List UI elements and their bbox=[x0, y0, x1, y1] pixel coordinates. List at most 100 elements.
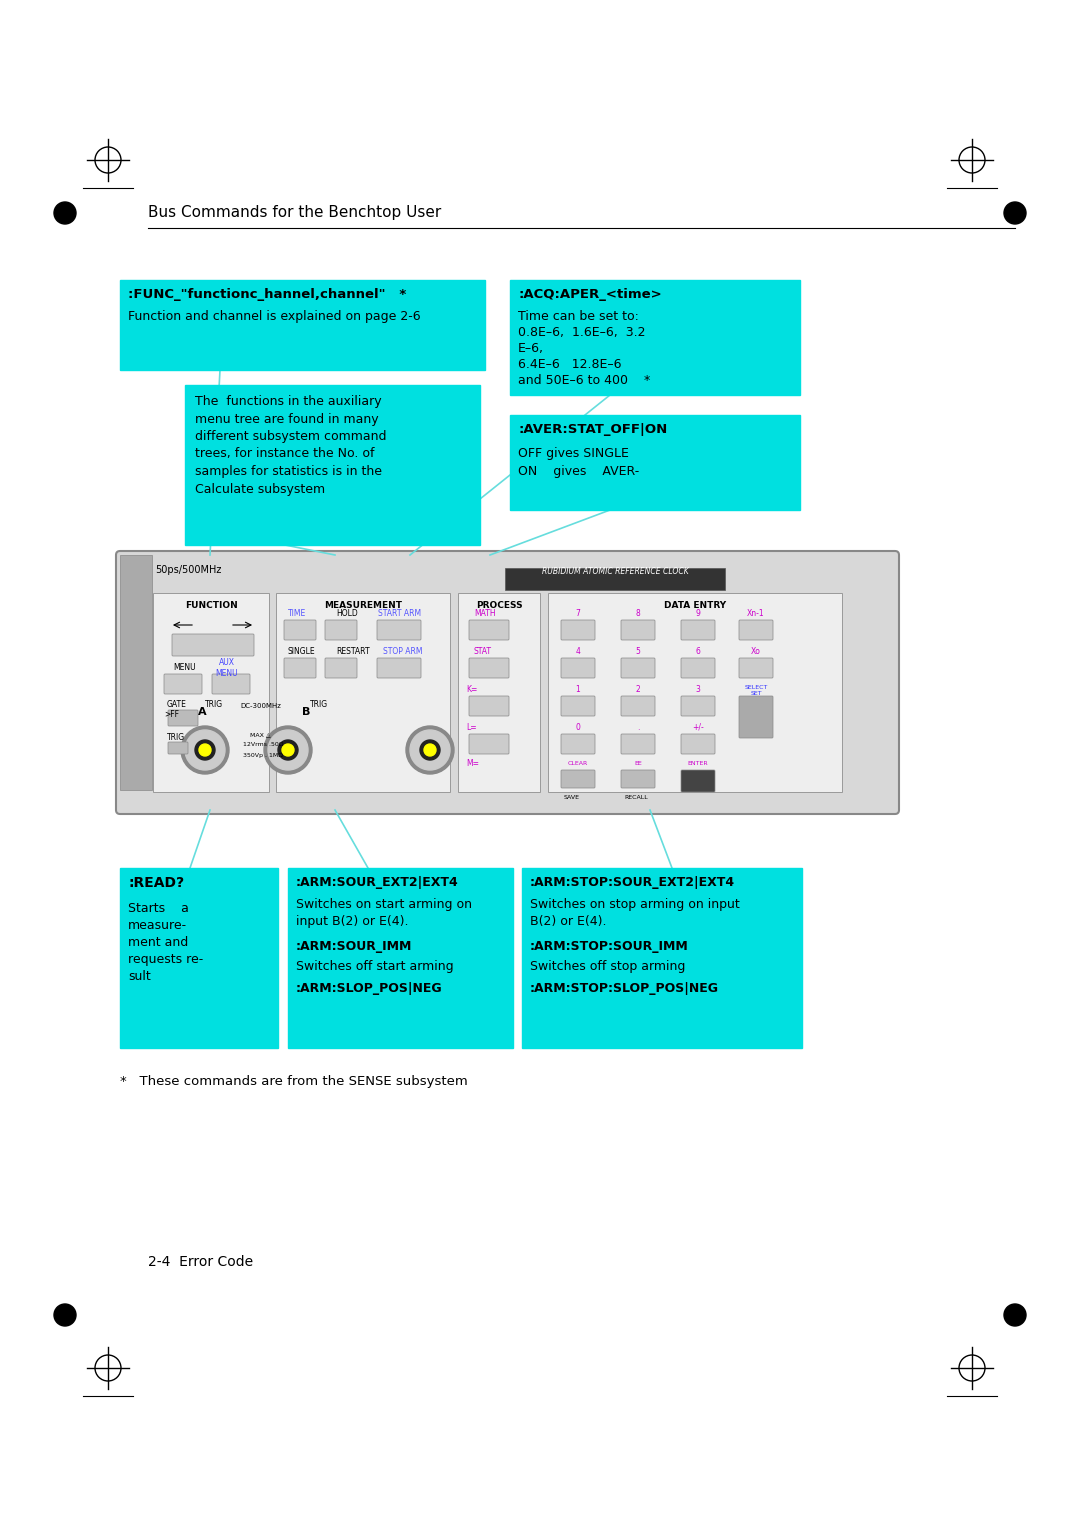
FancyBboxPatch shape bbox=[164, 674, 202, 694]
FancyBboxPatch shape bbox=[621, 733, 654, 753]
Circle shape bbox=[1004, 1303, 1026, 1326]
Text: DC-300MHz: DC-300MHz bbox=[240, 703, 281, 709]
FancyBboxPatch shape bbox=[621, 770, 654, 788]
Text: :ARM:STOP:SOUR_IMM: :ARM:STOP:SOUR_IMM bbox=[530, 940, 689, 953]
Text: 5: 5 bbox=[635, 646, 640, 656]
FancyBboxPatch shape bbox=[153, 593, 269, 792]
FancyBboxPatch shape bbox=[681, 620, 715, 640]
FancyBboxPatch shape bbox=[377, 659, 421, 678]
Text: SELECT
SET: SELECT SET bbox=[744, 685, 768, 697]
FancyBboxPatch shape bbox=[681, 733, 715, 753]
FancyBboxPatch shape bbox=[548, 593, 842, 792]
Text: 12Vrms .50Ω: 12Vrms .50Ω bbox=[243, 743, 283, 747]
Text: and 50E–6 to 400    *: and 50E–6 to 400 * bbox=[518, 374, 650, 387]
Bar bbox=[505, 568, 725, 590]
Text: 9: 9 bbox=[696, 610, 701, 617]
Text: EE: EE bbox=[634, 761, 642, 766]
Text: MEASUREMENT: MEASUREMENT bbox=[324, 601, 402, 610]
Text: 350Vp . 1MΩ: 350Vp . 1MΩ bbox=[243, 753, 283, 758]
FancyBboxPatch shape bbox=[739, 659, 773, 678]
Text: PROCESS: PROCESS bbox=[475, 601, 523, 610]
Bar bbox=[120, 555, 152, 790]
Text: Function and channel is explained on page 2-6: Function and channel is explained on pag… bbox=[129, 310, 420, 322]
Text: CLEAR: CLEAR bbox=[568, 761, 589, 766]
Text: ENTER: ENTER bbox=[688, 761, 708, 766]
Text: MAX △: MAX △ bbox=[249, 732, 271, 736]
Text: Time can be set to:: Time can be set to: bbox=[518, 310, 639, 322]
Text: 0.8E–6,  1.6E–6,  3.2: 0.8E–6, 1.6E–6, 3.2 bbox=[518, 325, 646, 339]
Text: TRIG: TRIG bbox=[310, 700, 328, 709]
FancyBboxPatch shape bbox=[681, 659, 715, 678]
Text: GATE: GATE bbox=[167, 700, 187, 709]
Text: STOP ARM: STOP ARM bbox=[383, 646, 422, 656]
Text: M=: M= bbox=[465, 759, 480, 769]
FancyBboxPatch shape bbox=[284, 620, 316, 640]
FancyBboxPatch shape bbox=[561, 695, 595, 717]
Circle shape bbox=[406, 726, 454, 775]
Text: Switches on stop arming on input
B(2) or E(4).: Switches on stop arming on input B(2) or… bbox=[530, 898, 740, 927]
FancyBboxPatch shape bbox=[469, 695, 509, 717]
FancyBboxPatch shape bbox=[168, 743, 188, 753]
FancyBboxPatch shape bbox=[561, 620, 595, 640]
Bar bbox=[120, 280, 485, 370]
Text: :AVER:STAT_OFF|ON: :AVER:STAT_OFF|ON bbox=[518, 423, 667, 435]
Text: 4: 4 bbox=[576, 646, 580, 656]
FancyBboxPatch shape bbox=[621, 695, 654, 717]
Text: MENU: MENU bbox=[173, 663, 195, 672]
FancyBboxPatch shape bbox=[739, 695, 773, 738]
Text: 3: 3 bbox=[696, 685, 701, 694]
Text: RUBIDIUM ATOMIC REFERENCE CLOCK: RUBIDIUM ATOMIC REFERENCE CLOCK bbox=[542, 567, 688, 576]
FancyBboxPatch shape bbox=[561, 770, 595, 788]
Text: :ACQ:APER_<time>: :ACQ:APER_<time> bbox=[518, 287, 662, 301]
FancyBboxPatch shape bbox=[116, 552, 899, 814]
Text: *   These commands are from the SENSE subsystem: * These commands are from the SENSE subs… bbox=[120, 1076, 468, 1088]
FancyBboxPatch shape bbox=[325, 659, 357, 678]
Text: 7: 7 bbox=[576, 610, 580, 617]
Text: 6.4E–6   12.8E–6: 6.4E–6 12.8E–6 bbox=[518, 358, 621, 371]
Circle shape bbox=[282, 744, 294, 756]
Circle shape bbox=[268, 730, 308, 770]
Text: +/-: +/- bbox=[692, 723, 704, 732]
Text: ON    gives    AVER-: ON gives AVER- bbox=[518, 465, 639, 478]
Bar bbox=[510, 416, 800, 510]
Text: 2: 2 bbox=[636, 685, 640, 694]
Circle shape bbox=[264, 726, 312, 775]
Text: Switches off stop arming: Switches off stop arming bbox=[530, 960, 686, 973]
Text: SINGLE: SINGLE bbox=[288, 646, 315, 656]
Text: Xo: Xo bbox=[751, 646, 761, 656]
FancyBboxPatch shape bbox=[469, 659, 509, 678]
Text: :READ?: :READ? bbox=[129, 876, 184, 889]
FancyBboxPatch shape bbox=[469, 620, 509, 640]
FancyBboxPatch shape bbox=[621, 659, 654, 678]
Circle shape bbox=[195, 740, 215, 759]
Circle shape bbox=[410, 730, 450, 770]
Text: A: A bbox=[198, 707, 206, 717]
Text: STAT: STAT bbox=[474, 646, 492, 656]
Text: .: . bbox=[637, 723, 639, 732]
Bar bbox=[510, 280, 800, 396]
Text: K=: K= bbox=[465, 685, 477, 694]
Text: 1: 1 bbox=[576, 685, 580, 694]
FancyBboxPatch shape bbox=[681, 695, 715, 717]
Text: B: B bbox=[302, 707, 310, 717]
Circle shape bbox=[199, 744, 211, 756]
Text: :ARM:SOUR_EXT2|EXT4: :ARM:SOUR_EXT2|EXT4 bbox=[296, 876, 459, 889]
Text: HOLD: HOLD bbox=[336, 610, 357, 617]
Text: 0: 0 bbox=[576, 723, 580, 732]
Bar bbox=[288, 868, 513, 1048]
Text: L=: L= bbox=[465, 723, 476, 732]
FancyBboxPatch shape bbox=[739, 620, 773, 640]
Text: RECALL: RECALL bbox=[624, 795, 648, 801]
Circle shape bbox=[185, 730, 225, 770]
Text: :ARM:STOP:SLOP_POS|NEG: :ARM:STOP:SLOP_POS|NEG bbox=[530, 983, 719, 995]
FancyBboxPatch shape bbox=[469, 733, 509, 753]
Circle shape bbox=[278, 740, 298, 759]
Bar bbox=[185, 385, 480, 545]
Text: TIME: TIME bbox=[288, 610, 307, 617]
FancyBboxPatch shape bbox=[458, 593, 540, 792]
Text: 8: 8 bbox=[636, 610, 640, 617]
Circle shape bbox=[54, 1303, 76, 1326]
FancyBboxPatch shape bbox=[681, 770, 715, 792]
Text: Bus Commands for the Benchtop User: Bus Commands for the Benchtop User bbox=[148, 205, 442, 220]
Text: E–6,: E–6, bbox=[518, 342, 544, 354]
